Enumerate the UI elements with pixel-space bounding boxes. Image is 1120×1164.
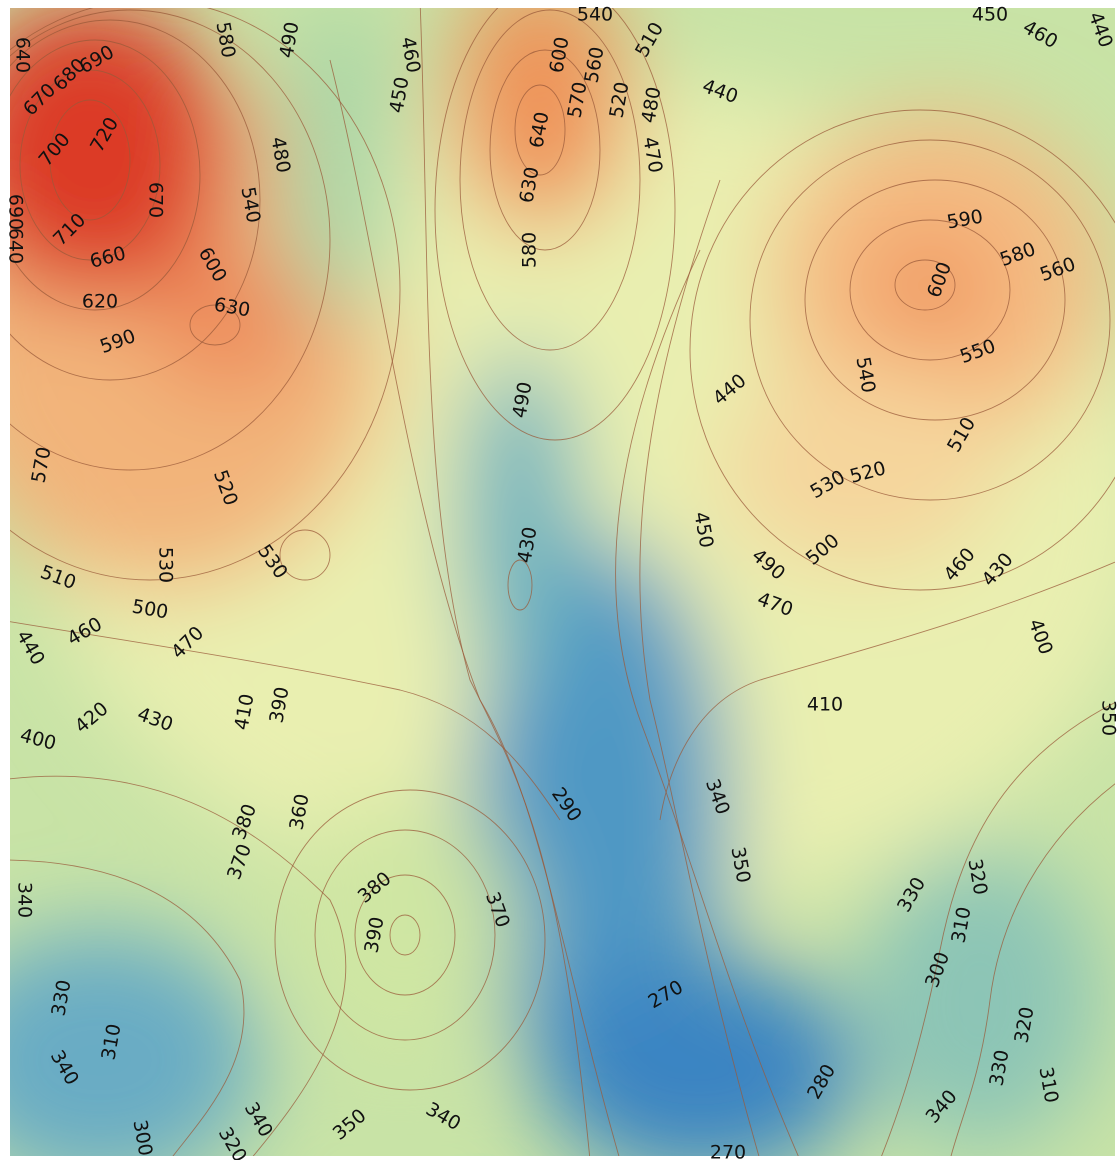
contour-label: 350 [1098, 700, 1120, 736]
contour-label: 640 [12, 37, 34, 73]
contour-label: 530 [155, 547, 177, 583]
contour-label: 270 [710, 1142, 746, 1161]
contour-label: 670 [145, 182, 167, 218]
contour-label: 340 [14, 882, 36, 918]
contour-label: 580 [519, 232, 541, 268]
contour-label: 540 [577, 4, 613, 26]
contour-label: 640 [5, 228, 27, 264]
contour-label: 410 [807, 694, 843, 716]
contour-label: 450 [972, 4, 1008, 26]
contour-label: 620 [82, 291, 118, 313]
contour-label: 690 [5, 194, 27, 230]
